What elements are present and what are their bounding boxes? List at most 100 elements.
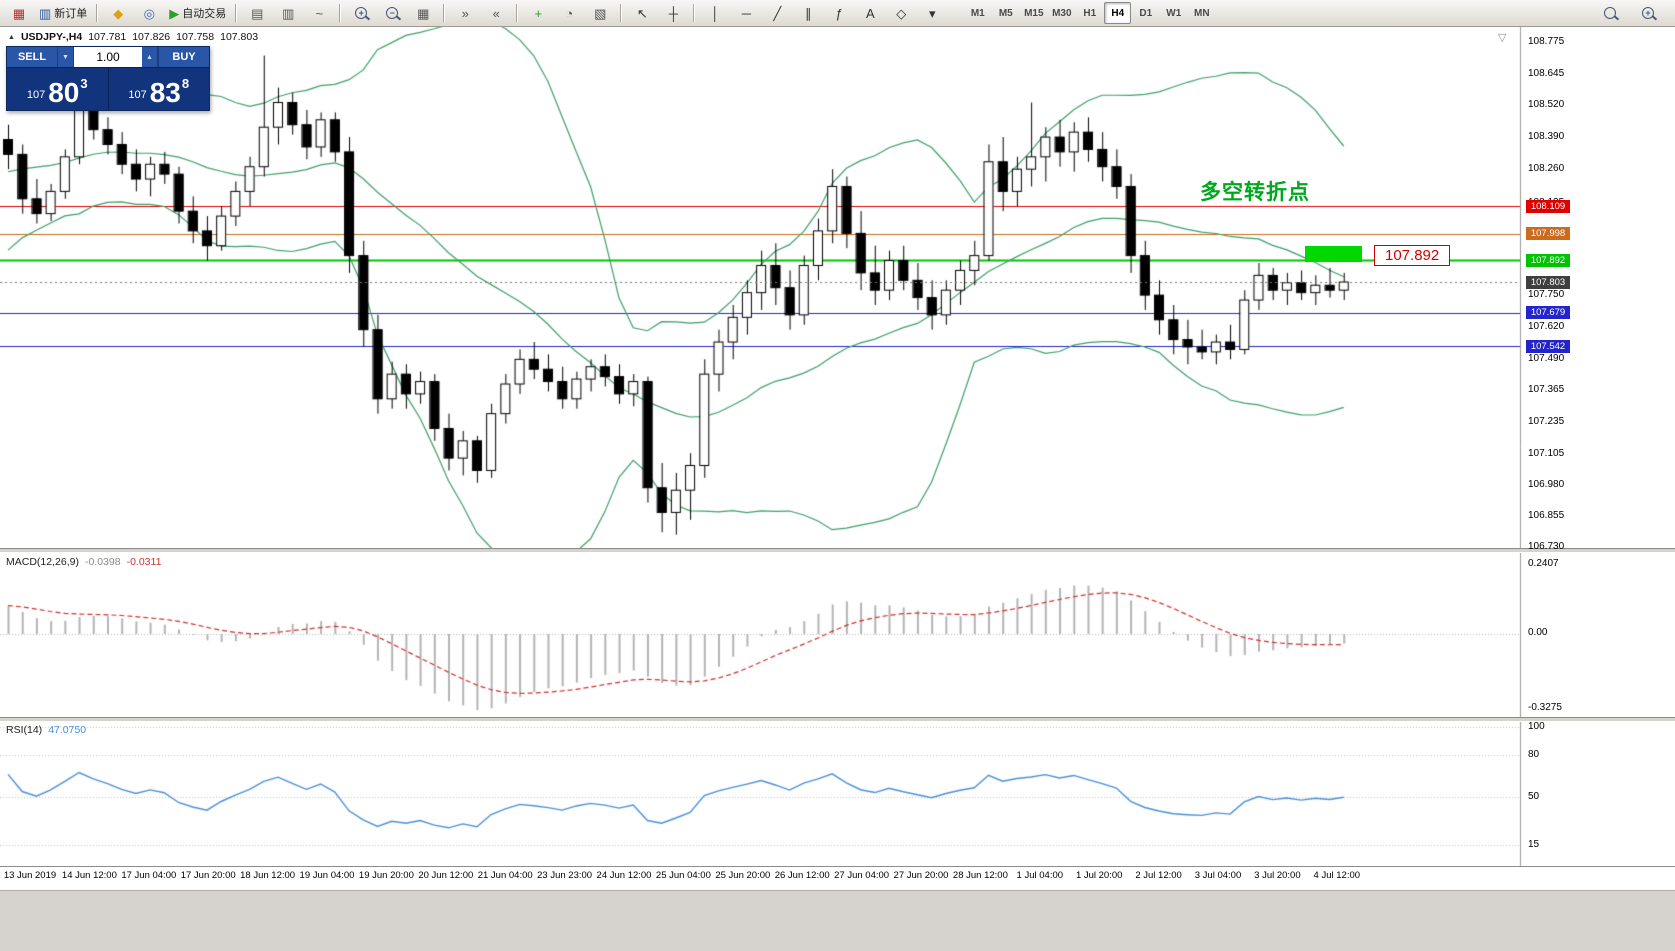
highlight-rectangle[interactable] (1305, 245, 1363, 262)
zoom-in-button-icon: + (355, 7, 368, 19)
symbol-search-button[interactable]: + (1633, 1, 1663, 25)
autotrading-button[interactable]: ▶ 自动交易 (165, 1, 230, 25)
crosshair-button-icon: ┼ (668, 5, 678, 21)
chart-window-icon[interactable]: ▦ (4, 1, 34, 25)
zoom-out-button-icon: − (386, 7, 399, 19)
panel-separator-macd[interactable] (0, 548, 1675, 553)
arrow-tools-button[interactable]: ◇ (886, 1, 916, 25)
symbol-search-button-icon: + (1642, 7, 1654, 19)
autotrading-button-label: 自动交易 (182, 8, 227, 20)
line-chart-button-icon: ~ (315, 5, 324, 21)
zoom-out-button[interactable]: − (377, 1, 407, 25)
objects-dropdown-button[interactable]: ▾ (917, 1, 947, 25)
toolbar-separator (693, 4, 696, 22)
bar-chart-button-icon: ▤ (251, 5, 264, 21)
tile-windows-button[interactable]: ▦ (408, 1, 438, 25)
arrow-tools-button-icon: ◇ (896, 5, 907, 21)
auto-scroll-button-icon: » (461, 5, 469, 21)
window-bottom-strip (0, 890, 1675, 951)
metaeditor-button-icon: ◆ (113, 5, 124, 21)
time-axis-border (0, 866, 1675, 867)
ohlc-high: 107.826 (132, 31, 171, 43)
candlestick-chart-button[interactable]: ▥ (273, 1, 303, 25)
timeframe-m1[interactable]: M1 (970, 7, 985, 19)
toolbar-separator (443, 4, 446, 22)
templates-button[interactable]: ▧ (585, 1, 615, 25)
chart-symbol-period: USDJPY-,H4 (20, 31, 83, 43)
periods-button-icon: ◔ (565, 5, 574, 21)
sell-price-prefix: 107 (26, 89, 46, 101)
sell-button[interactable]: SELL (7, 47, 58, 67)
timeframe-d1[interactable]: D1 (1139, 7, 1153, 19)
trendline-button[interactable]: ╱ (762, 1, 792, 25)
zoom-in-button[interactable]: + (346, 1, 376, 25)
sell-price-big: 80 (48, 77, 80, 109)
channel-button[interactable]: ∥ (793, 1, 823, 25)
timeframe-m15[interactable]: M15 (1024, 7, 1044, 19)
timeframe-h1[interactable]: H1 (1083, 7, 1097, 19)
sell-price-sup: 3 (80, 76, 88, 91)
macd-value-signal: -0.0311 (126, 556, 162, 568)
scroll-to-end-icon[interactable]: ▽ (1498, 32, 1507, 44)
metaeditor-button[interactable]: ◆ (103, 1, 133, 25)
text-button-icon: A (865, 5, 875, 21)
cursor-button[interactable]: ↖ (627, 1, 657, 25)
ohlc-low: 107.758 (176, 31, 215, 43)
crosshair-button[interactable]: ┼ (658, 1, 688, 25)
line-chart-button[interactable]: ~ (304, 1, 334, 25)
collapse-arrow-icon[interactable]: ▲ (8, 33, 15, 41)
timeframe-mn[interactable]: MN (1194, 7, 1210, 19)
chart-profile-button[interactable]: ◎ (134, 1, 164, 25)
new-order-button-label: 新订单 (54, 8, 88, 20)
toolbar-separator (339, 4, 342, 22)
toolbar-separator (516, 4, 519, 22)
volume-up-button[interactable]: ▲ (142, 47, 158, 67)
toolbar-separator (235, 4, 238, 22)
volume-input[interactable] (74, 47, 142, 67)
auto-scroll-button[interactable]: » (450, 1, 480, 25)
buy-price-display[interactable]: 107 83 8 (109, 68, 210, 110)
one-click-trading-panel: SELL ▼ ▲ BUY 107 80 3 107 83 8 (6, 46, 210, 111)
vertical-line-button[interactable]: │ (700, 1, 730, 25)
rsi-name: RSI(14) (6, 724, 43, 736)
chart-window-icon-icon: ▦ (12, 5, 26, 21)
timeframe-group: M1 M5 M15 M30 H1 H4 D1 W1 MN (964, 2, 1215, 24)
trendline-button-icon: ╱ (773, 5, 782, 21)
panel-separator-rsi[interactable] (0, 717, 1675, 722)
timeframe-m5[interactable]: M5 (998, 7, 1013, 19)
chart-shift-button[interactable]: « (481, 1, 511, 25)
templates-button-icon: ▧ (594, 5, 607, 21)
timeframe-h4[interactable]: H4 (1104, 2, 1132, 24)
horizontal-line-button-icon: ─ (741, 5, 751, 21)
ohlc-close: 107.803 (220, 31, 259, 43)
indicators-button[interactable]: + (523, 1, 553, 25)
periods-button[interactable]: ◔ (554, 1, 584, 25)
trade-panel-prices: 107 80 3 107 83 8 (7, 67, 209, 110)
price-callout-label[interactable]: 107.892 (1374, 245, 1451, 266)
annotation-text[interactable]: 多空转折点 (1200, 181, 1310, 204)
toolbar-separator (96, 4, 99, 22)
timeframe-m30[interactable]: M30 (1052, 7, 1072, 19)
search-button[interactable] (1595, 1, 1625, 25)
tile-windows-button-icon: ▦ (417, 5, 430, 21)
objects-dropdown-button-icon: ▾ (929, 5, 936, 21)
trade-panel-top-row: SELL ▼ ▲ BUY (7, 47, 209, 67)
search-button-icon (1604, 7, 1616, 19)
bar-chart-button[interactable]: ▤ (242, 1, 272, 25)
chart-shift-button-icon: « (492, 5, 500, 21)
candlestick-chart-button-icon: ▥ (282, 5, 295, 21)
horizontal-line-button[interactable]: ─ (731, 1, 761, 25)
volume-down-button[interactable]: ▼ (58, 47, 74, 67)
toolbar-right-group: + (1595, 1, 1671, 25)
timeframe-w1[interactable]: W1 (1166, 7, 1182, 19)
buy-button[interactable]: BUY (158, 47, 209, 67)
buy-price-prefix: 107 (128, 89, 147, 101)
sell-price-display[interactable]: 107 80 3 (7, 68, 109, 110)
text-button[interactable]: A (855, 1, 885, 25)
new-order-button[interactable]: ▥ 新订单 (35, 1, 91, 25)
indicators-button-icon: + (534, 5, 543, 21)
fibonacci-button[interactable]: ƒ (824, 1, 854, 25)
main-toolbar: ▦ ▥ 新订单 ◆ ◎ ▶ 自动交易 ▤ ▥ ~ + − ▦ » « + ◔ ▧ ↖ ┼ │ ─ ╱ ∥ ƒ A ◇ ▾ M1 M5 M15… (0, 0, 1675, 27)
ohlc-open: 107.781 (88, 31, 127, 43)
